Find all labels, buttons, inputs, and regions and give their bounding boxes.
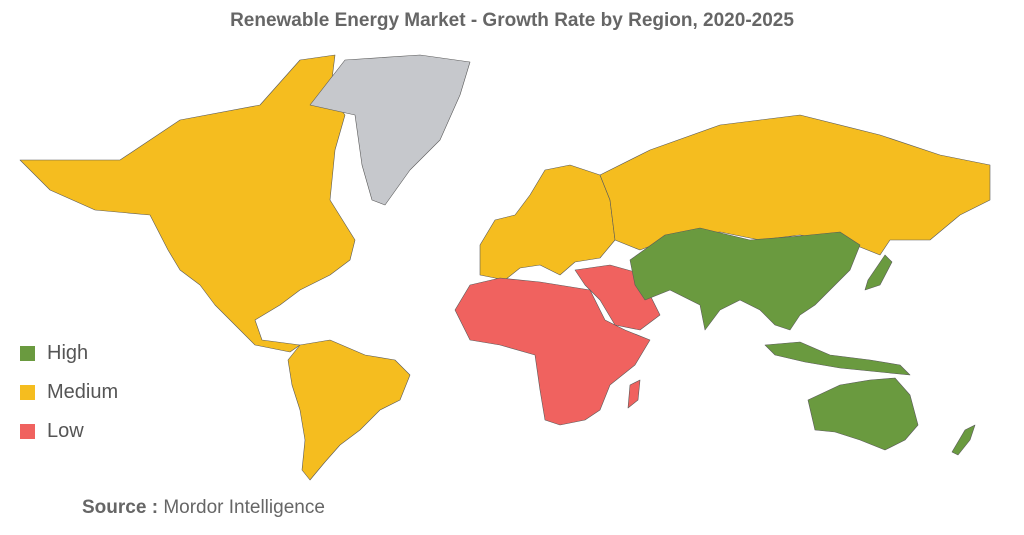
legend-swatch-low xyxy=(20,424,35,439)
legend-item-high: High xyxy=(20,334,118,373)
region-russia xyxy=(599,114,991,256)
legend-label-medium: Medium xyxy=(47,381,119,403)
region-north-america xyxy=(19,54,356,353)
region-japan xyxy=(864,254,893,291)
legend-item-medium: Medium xyxy=(20,373,118,412)
region-south-america xyxy=(287,339,411,481)
world-map xyxy=(19,54,991,481)
region-greenland xyxy=(309,54,471,206)
source-credit: Source : Mordor Intelligence xyxy=(82,497,325,519)
source-label: Source : xyxy=(82,497,159,518)
legend-swatch-medium xyxy=(20,385,35,400)
region-europe xyxy=(479,164,616,281)
region-australia xyxy=(807,377,919,451)
region-madagascar xyxy=(627,379,641,409)
legend: High Medium Low xyxy=(20,334,118,451)
source-text: Mordor Intelligence xyxy=(163,497,325,518)
legend-swatch-high xyxy=(20,346,35,361)
region-africa xyxy=(454,277,651,426)
map-title: Renewable Energy Market - Growth Rate by… xyxy=(230,10,794,31)
region-asia-pacific xyxy=(629,227,861,331)
region-southeast-asia xyxy=(764,341,911,376)
legend-label-low: Low xyxy=(47,420,84,442)
legend-label-high: High xyxy=(47,342,89,364)
region-new-zealand xyxy=(951,424,976,456)
legend-item-low: Low xyxy=(20,412,118,451)
